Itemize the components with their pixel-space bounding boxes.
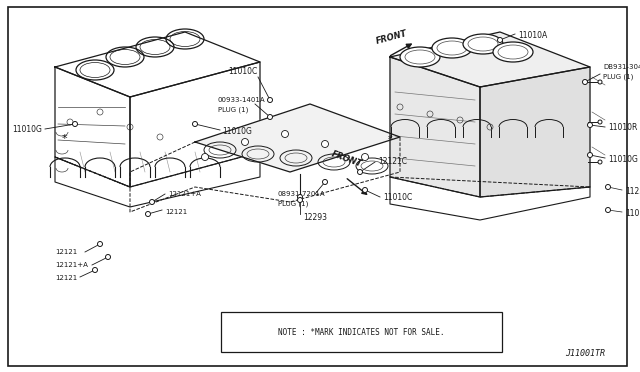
- Polygon shape: [480, 67, 590, 197]
- Circle shape: [268, 115, 273, 119]
- Circle shape: [193, 122, 198, 126]
- Circle shape: [321, 141, 328, 148]
- Text: 11010C: 11010C: [228, 67, 257, 77]
- Circle shape: [588, 122, 593, 128]
- Circle shape: [150, 199, 154, 205]
- Circle shape: [282, 131, 289, 138]
- Polygon shape: [390, 57, 480, 197]
- Text: *: *: [62, 134, 68, 144]
- Circle shape: [362, 154, 369, 160]
- Polygon shape: [195, 104, 400, 172]
- Ellipse shape: [432, 38, 472, 58]
- Circle shape: [298, 198, 303, 202]
- Polygon shape: [390, 32, 590, 87]
- Text: DB931-3041A: DB931-3041A: [603, 64, 640, 70]
- Text: PLUG (1): PLUG (1): [603, 74, 634, 80]
- Text: *: *: [388, 135, 392, 145]
- Circle shape: [106, 254, 111, 260]
- Circle shape: [241, 138, 248, 145]
- Circle shape: [598, 160, 602, 164]
- Text: 11010: 11010: [625, 208, 640, 218]
- Text: 00933-1401A: 00933-1401A: [218, 97, 266, 103]
- Text: 12121C: 12121C: [378, 157, 407, 167]
- Text: 11251A: 11251A: [625, 186, 640, 196]
- Text: PLUG (1): PLUG (1): [278, 201, 308, 207]
- Text: PLUG (1): PLUG (1): [218, 107, 248, 113]
- Circle shape: [202, 154, 209, 160]
- Text: 11010R: 11010R: [608, 124, 637, 132]
- Circle shape: [588, 153, 593, 157]
- Text: 12293: 12293: [303, 214, 327, 222]
- Ellipse shape: [400, 47, 440, 67]
- Circle shape: [598, 120, 602, 124]
- Circle shape: [93, 267, 97, 273]
- Bar: [221, 312, 502, 352]
- Circle shape: [605, 208, 611, 212]
- Text: 11010C: 11010C: [383, 193, 412, 202]
- Text: 11010A: 11010A: [518, 31, 547, 39]
- Text: 12121: 12121: [55, 249, 77, 255]
- Circle shape: [497, 38, 502, 42]
- Text: 11010G: 11010G: [12, 125, 42, 134]
- Text: 11010G: 11010G: [608, 154, 638, 164]
- Circle shape: [323, 180, 328, 185]
- Circle shape: [268, 97, 273, 103]
- Circle shape: [605, 185, 611, 189]
- Ellipse shape: [493, 42, 533, 62]
- Text: J11001TR: J11001TR: [564, 349, 605, 358]
- Circle shape: [298, 195, 303, 199]
- Text: 08931-7201A: 08931-7201A: [278, 191, 326, 197]
- Text: FRONT: FRONT: [330, 150, 364, 169]
- Circle shape: [582, 80, 588, 84]
- Text: 12121: 12121: [165, 209, 188, 215]
- Circle shape: [362, 187, 367, 192]
- Text: NOTE : *MARK INDICATES NOT FOR SALE.: NOTE : *MARK INDICATES NOT FOR SALE.: [278, 327, 445, 337]
- Circle shape: [598, 80, 602, 84]
- Circle shape: [97, 241, 102, 247]
- Circle shape: [145, 212, 150, 217]
- Circle shape: [72, 122, 77, 126]
- Text: FRONT: FRONT: [375, 29, 408, 46]
- Text: 12121: 12121: [55, 275, 77, 281]
- Text: 12121+A: 12121+A: [168, 191, 201, 197]
- Circle shape: [358, 170, 362, 174]
- Text: 11010G: 11010G: [222, 128, 252, 137]
- Text: 12121+A: 12121+A: [55, 262, 88, 268]
- Ellipse shape: [463, 34, 503, 54]
